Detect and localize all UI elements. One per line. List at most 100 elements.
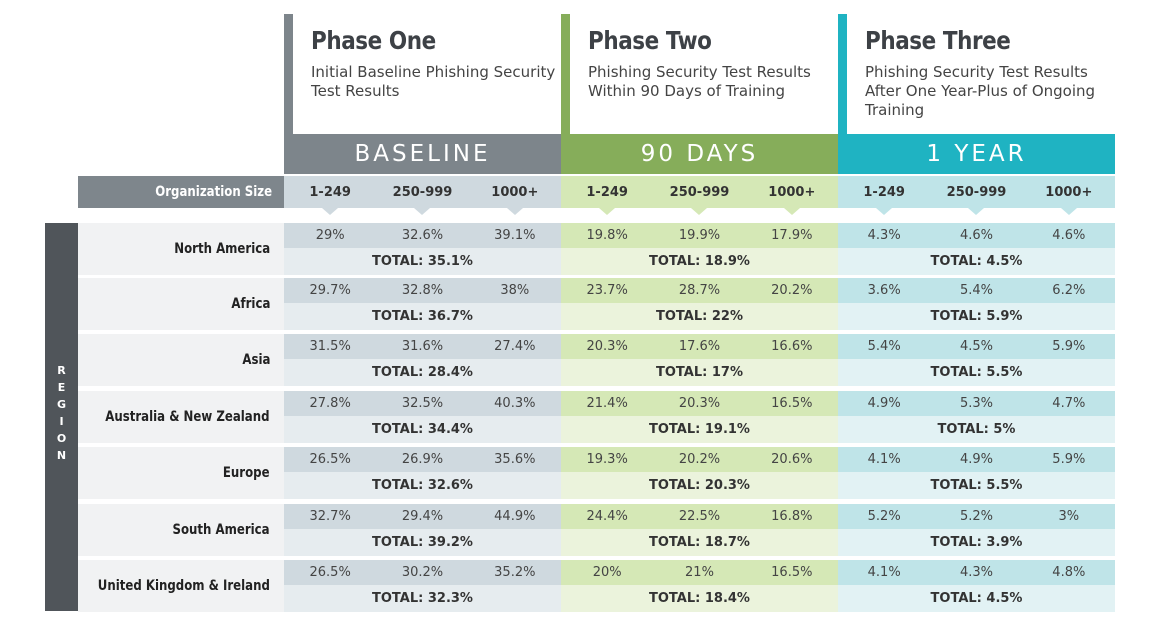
value-cell: 4.6% xyxy=(959,228,993,243)
value-cell: 31.5% xyxy=(309,339,351,354)
region-letter: O xyxy=(56,432,67,445)
value-cell: 27.8% xyxy=(309,396,351,411)
phase-values: 26.5% 26.9% 35.6% xyxy=(284,447,561,472)
total-cell: TOTAL: 5% xyxy=(838,416,1115,443)
total-cell: TOTAL: 32.3% xyxy=(284,585,561,612)
value-cell: 29% xyxy=(315,228,345,243)
value-cell: 17.9% xyxy=(771,228,813,243)
value-cell: 19.9% xyxy=(678,228,721,243)
table-row: Europe 26.5% 26.9% 35.6% TOTAL: 32.6% 19.3% 20… xyxy=(78,447,1115,499)
total-cell: TOTAL: 32.6% xyxy=(284,472,561,499)
phase-values: 19.8% 19.9% 17.9% xyxy=(561,223,838,248)
total-cell: TOTAL: 20.3% xyxy=(561,472,838,499)
organization-size-label: Organization Size xyxy=(78,176,284,208)
org-size-header: 250-999 xyxy=(930,176,1022,215)
total-cell: TOTAL: 18.9% xyxy=(561,248,838,275)
phase-one-header: Phase One Initial Baseline Phishing Secur… xyxy=(284,14,561,134)
phase-one-accent-edge xyxy=(284,14,293,134)
phase-values: 4.3% 4.6% 4.6% xyxy=(838,223,1115,248)
value-cell: 26.5% xyxy=(309,565,351,580)
table-row: North America 29% 32.6% 39.1% TOTAL: 35.1% 19… xyxy=(78,223,1115,275)
region-name-text: North America xyxy=(174,241,270,257)
region-name: United Kingdom & Ireland xyxy=(78,560,284,612)
total-cell: TOTAL: 5.5% xyxy=(838,472,1115,499)
region-letter: E xyxy=(57,381,66,394)
phase-three-band: 1 YEAR xyxy=(838,134,1115,174)
region-name: Asia xyxy=(78,334,284,386)
phase-three-size-row: 1-249 250-999 1000+ xyxy=(838,176,1115,215)
value-cell: 4.9% xyxy=(959,452,993,467)
value-cell: 5.9% xyxy=(1052,452,1086,467)
phase-one-cell: 29% 32.6% 39.1% TOTAL: 35.1% xyxy=(284,223,561,275)
value-cell: 27.4% xyxy=(494,339,536,354)
phase-three-cell: 4.9% 5.3% 4.7% TOTAL: 5% xyxy=(838,391,1115,443)
value-cell: 20.3% xyxy=(586,339,628,354)
phase-values: 21.4% 20.3% 16.5% xyxy=(561,391,838,416)
phase-values: 20.3% 17.6% 16.6% xyxy=(561,334,838,359)
total-cell: TOTAL: 4.5% xyxy=(838,585,1115,612)
phase-values: 29% 32.6% 39.1% xyxy=(284,223,561,248)
total-cell: TOTAL: 34.4% xyxy=(284,416,561,443)
org-size-header: 1-249 xyxy=(561,176,653,215)
table-row: United Kingdom & Ireland 26.5% 30.2% 35.2% T… xyxy=(78,560,1115,612)
region-name: North America xyxy=(78,223,284,275)
region-letter: I xyxy=(59,415,64,428)
value-cell: 31.6% xyxy=(401,339,444,354)
phase-three-cell: 4.1% 4.3% 4.8% TOTAL: 4.5% xyxy=(838,560,1115,612)
value-cell: 16.6% xyxy=(771,339,813,354)
phase-values: 32.7% 29.4% 44.9% xyxy=(284,504,561,529)
value-cell: 20.3% xyxy=(678,396,721,411)
value-cell: 24.4% xyxy=(586,509,628,524)
value-cell: 4.3% xyxy=(959,565,993,580)
value-cell: 3.6% xyxy=(867,283,901,298)
phase-one-cell: 27.8% 32.5% 40.3% TOTAL: 34.4% xyxy=(284,391,561,443)
value-cell: 39.1% xyxy=(494,228,536,243)
phase-two-size-row: 1-249 250-999 1000+ xyxy=(561,176,838,215)
total-cell: TOTAL: 17% xyxy=(561,359,838,386)
value-cell: 20% xyxy=(592,565,622,580)
value-cell: 4.7% xyxy=(1052,396,1086,411)
table-row: Australia & New Zealand 27.8% 32.5% 40.3% TO… xyxy=(78,391,1115,443)
table-row: Asia 31.5% 31.6% 27.4% TOTAL: 28.4% 20.3% 17.6… xyxy=(78,334,1115,386)
phase-one-band: BASELINE xyxy=(284,134,561,174)
total-cell: TOTAL: 39.2% xyxy=(284,529,561,556)
phase-one-cell: 26.5% 26.9% 35.6% TOTAL: 32.6% xyxy=(284,447,561,499)
org-size-header: 250-999 xyxy=(376,176,468,215)
region-letter: G xyxy=(56,398,67,411)
phase-three-title: Phase Three xyxy=(865,26,1011,55)
org-size-header: 1000+ xyxy=(746,176,838,215)
phase-values: 4.1% 4.9% 5.9% xyxy=(838,447,1115,472)
phase-values: 3.6% 5.4% 6.2% xyxy=(838,278,1115,303)
value-cell: 35.6% xyxy=(494,452,536,467)
value-cell: 4.3% xyxy=(867,228,901,243)
value-cell: 4.9% xyxy=(867,396,901,411)
phase-two-cell: 21.4% 20.3% 16.5% TOTAL: 19.1% xyxy=(561,391,838,443)
value-cell: 16.5% xyxy=(771,565,813,580)
phase-two-cell: 19.8% 19.9% 17.9% TOTAL: 18.9% xyxy=(561,223,838,275)
region-name-text: Asia xyxy=(241,352,270,368)
phase-one-size-row: 1-249 250-999 1000+ xyxy=(284,176,561,215)
table-row: South America 32.7% 29.4% 44.9% TOTAL: 39.2%… xyxy=(78,504,1115,556)
region-name-text: South America xyxy=(172,522,270,538)
value-cell: 17.6% xyxy=(678,339,721,354)
value-cell: 32.6% xyxy=(401,228,444,243)
region-bar xyxy=(45,223,78,611)
total-cell: TOTAL: 18.7% xyxy=(561,529,838,556)
organization-size-text: Organization Size xyxy=(155,184,272,200)
value-cell: 26.9% xyxy=(401,452,444,467)
phase-values: 4.9% 5.3% 4.7% xyxy=(838,391,1115,416)
total-cell: TOTAL: 3.9% xyxy=(838,529,1115,556)
value-cell: 44.9% xyxy=(494,509,536,524)
phase-one-cell: 32.7% 29.4% 44.9% TOTAL: 39.2% xyxy=(284,504,561,556)
total-cell: TOTAL: 5.9% xyxy=(838,303,1115,330)
region-letter: N xyxy=(56,449,67,462)
phase-three-cell: 3.6% 5.4% 6.2% TOTAL: 5.9% xyxy=(838,278,1115,330)
value-cell: 4.5% xyxy=(959,339,993,354)
value-cell: 19.8% xyxy=(586,228,628,243)
value-cell: 19.3% xyxy=(586,452,628,467)
value-cell: 16.5% xyxy=(771,396,813,411)
value-cell: 3% xyxy=(1058,509,1080,524)
total-cell: TOTAL: 5.5% xyxy=(838,359,1115,386)
value-cell: 16.8% xyxy=(771,509,813,524)
phase-three-cell: 5.2% 5.2% 3% TOTAL: 3.9% xyxy=(838,504,1115,556)
